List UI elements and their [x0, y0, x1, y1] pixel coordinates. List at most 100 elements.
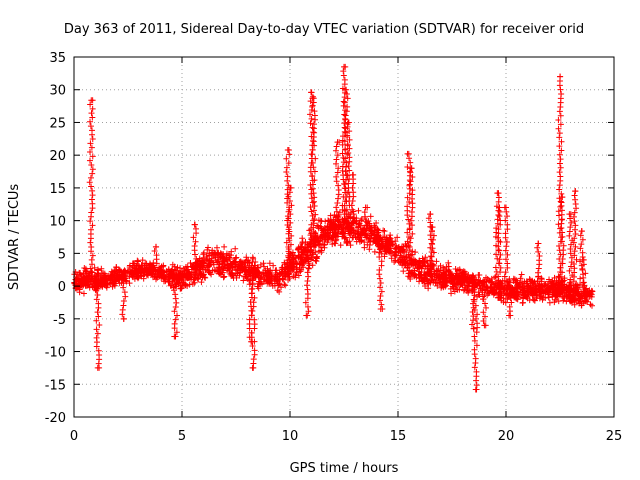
- data-point: [151, 273, 158, 280]
- spike-point: [557, 273, 564, 280]
- spike-point: [363, 222, 370, 229]
- spike-point: [535, 248, 542, 255]
- spike-point: [311, 177, 318, 184]
- data-point: [460, 274, 467, 281]
- spike-point: [559, 256, 566, 263]
- spike-point: [570, 213, 577, 220]
- spike-point: [558, 91, 565, 98]
- data-point: [221, 243, 228, 250]
- spike-point: [577, 232, 584, 239]
- data-point: [368, 224, 375, 231]
- spike-peak: [578, 228, 585, 235]
- spike-point: [426, 270, 433, 276]
- data-point: [350, 218, 357, 225]
- data-point: [242, 266, 249, 273]
- spike-peak: [470, 325, 477, 332]
- spike-point: [474, 311, 481, 318]
- spike-point: [87, 226, 94, 233]
- spike-point: [87, 265, 94, 272]
- spike-point: [89, 170, 96, 177]
- spike-point: [307, 182, 314, 189]
- spike-point: [335, 221, 342, 228]
- data-point: [302, 239, 309, 246]
- data-point: [347, 227, 354, 234]
- spike-point: [95, 279, 102, 286]
- spike-point: [190, 264, 197, 271]
- axis-ticks: [73, 56, 615, 418]
- y-tick-label: 10: [49, 215, 66, 230]
- data-points: [71, 63, 596, 393]
- x-tick-labels: 0 5 10 15 20 25: [70, 429, 622, 444]
- spike-point: [284, 173, 291, 180]
- spike-point: [312, 155, 319, 162]
- spike-point: [572, 196, 579, 203]
- data-point: [358, 216, 365, 223]
- spike-point: [171, 325, 178, 332]
- data-point: [251, 264, 258, 271]
- spike-point: [344, 95, 351, 102]
- spike-point: [567, 276, 574, 283]
- data-point: [385, 239, 392, 246]
- data-point: [545, 294, 552, 301]
- spike-point: [409, 230, 416, 237]
- spike-point: [506, 290, 513, 297]
- spike-point: [470, 317, 477, 324]
- spike-point: [88, 161, 95, 168]
- data-point: [393, 252, 400, 259]
- data-point: [388, 255, 395, 262]
- spike-point: [304, 269, 311, 276]
- data-point: [76, 289, 83, 296]
- data-point: [353, 238, 360, 245]
- x-tick-label: 5: [178, 429, 186, 444]
- data-point: [143, 264, 150, 271]
- spike-point: [309, 181, 316, 188]
- spike-point: [305, 265, 312, 272]
- spike-point: [120, 302, 127, 309]
- data-point: [78, 273, 85, 280]
- data-point: [401, 259, 408, 266]
- spike-point: [250, 303, 257, 310]
- data-point: [157, 265, 164, 272]
- y-tick-label: 20: [49, 149, 66, 164]
- spike-point: [497, 238, 504, 245]
- data-point: [200, 260, 207, 267]
- spike-point: [362, 218, 369, 225]
- data-point: [364, 241, 371, 248]
- spike-point: [504, 282, 511, 289]
- spike-point: [430, 270, 437, 277]
- data-point: [517, 275, 524, 282]
- spike-point: [120, 271, 127, 278]
- data-point: [513, 285, 520, 292]
- spike-point: [481, 313, 488, 320]
- spike-point: [571, 235, 578, 242]
- spike-point: [473, 329, 480, 336]
- spike-point: [474, 293, 481, 300]
- spike-point: [333, 178, 340, 185]
- spike-peak: [377, 306, 384, 312]
- spike-point: [404, 260, 411, 267]
- data-point: [135, 265, 142, 272]
- spike-point: [582, 292, 589, 299]
- spike-point: [333, 156, 340, 163]
- spike-point: [89, 105, 96, 112]
- spike-point: [555, 208, 562, 215]
- data-point: [91, 264, 98, 271]
- spike-point: [335, 182, 342, 189]
- spike-point: [580, 288, 587, 295]
- data-point: [366, 246, 373, 253]
- data-point: [162, 278, 169, 285]
- y-tick-label: 0: [58, 280, 66, 295]
- data-point: [102, 278, 109, 285]
- spike-point: [556, 160, 563, 167]
- data-point: [261, 263, 268, 270]
- spike-point: [567, 215, 574, 222]
- spike-peak: [284, 146, 291, 153]
- spike-point: [249, 343, 256, 350]
- spike-point: [341, 138, 348, 145]
- y-tick-label: -5: [53, 313, 66, 328]
- data-point: [387, 235, 394, 242]
- spike-point: [502, 247, 509, 254]
- data-point: [378, 250, 385, 257]
- data-point: [553, 291, 560, 298]
- y-axis-label: SDTVAR / TECUs: [7, 184, 22, 291]
